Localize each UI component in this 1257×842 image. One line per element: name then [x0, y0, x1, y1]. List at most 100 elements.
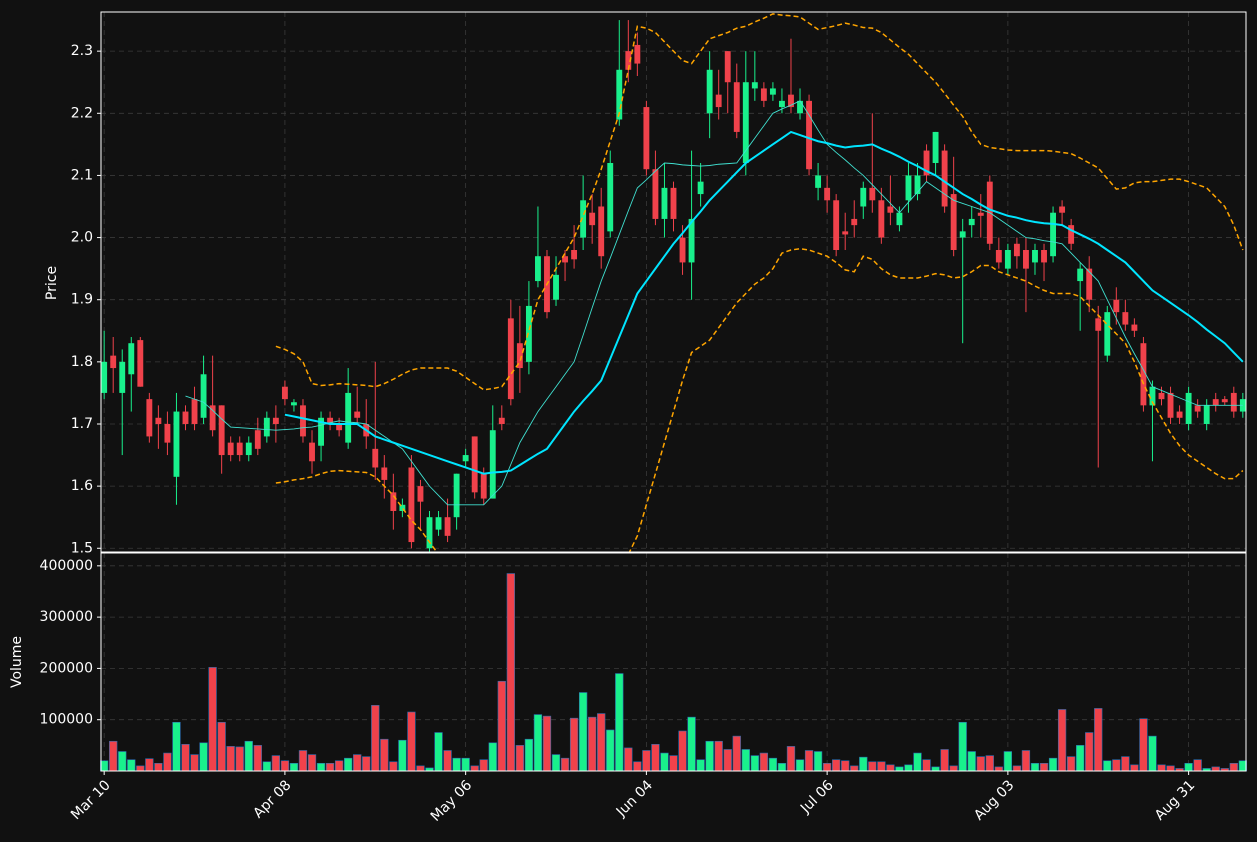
volume-bar — [949, 765, 958, 772]
volume-bar — [226, 746, 235, 772]
volume-bar — [145, 758, 154, 772]
y-tick-label: 1.9 — [71, 292, 93, 308]
candle-body — [272, 417, 279, 424]
candle-body — [155, 417, 162, 424]
candle-body — [254, 430, 261, 449]
volume-bar — [353, 754, 362, 772]
volume-bar — [994, 766, 1003, 772]
candle-body — [715, 94, 722, 108]
volume-bar — [569, 717, 579, 772]
volume-bar — [985, 755, 994, 772]
candle-body — [851, 218, 858, 226]
volume-bar — [1157, 764, 1166, 772]
volume-frame — [100, 552, 1247, 772]
volume-bar — [578, 692, 588, 772]
candle-body — [1203, 405, 1210, 424]
candle-body — [896, 212, 903, 226]
candle-body — [1023, 249, 1029, 269]
volume-bar — [371, 705, 380, 772]
candle-body — [1122, 312, 1129, 325]
volume-bar — [1166, 765, 1175, 772]
volume-bar — [669, 755, 678, 772]
candle-body — [661, 187, 668, 219]
volume-bar — [235, 746, 244, 772]
volume-bar — [931, 766, 940, 772]
candle-body — [1140, 343, 1147, 406]
volume-bar — [696, 759, 705, 772]
volume-bar — [470, 765, 479, 772]
volume-bar — [714, 740, 723, 772]
candle-body — [399, 504, 406, 511]
candle-body — [191, 399, 198, 424]
volume-bar — [443, 750, 452, 772]
indicator-line — [185, 100, 1243, 506]
candle-body — [670, 187, 677, 219]
candle-body — [706, 69, 713, 114]
candle-body — [679, 237, 686, 263]
candle-body — [923, 150, 930, 176]
volume-tick-label: 300000 — [40, 609, 93, 625]
volume-bar — [660, 752, 669, 772]
candle-body — [860, 187, 867, 207]
volume-bar — [533, 714, 543, 772]
y-tick-label: 2.3 — [71, 43, 93, 59]
volume-bar — [642, 750, 651, 772]
candle-body — [110, 355, 117, 369]
candle-body — [1194, 405, 1201, 412]
candle-body — [182, 411, 189, 424]
volume-bar — [1103, 760, 1112, 772]
volume-bar — [895, 766, 904, 772]
candle-body — [263, 417, 270, 437]
candle-body — [345, 392, 352, 443]
indicator-line — [275, 247, 1244, 552]
candle-body — [372, 448, 379, 468]
volume-bar — [398, 739, 407, 772]
volume-axis-label: Volume — [9, 636, 25, 688]
volume-bar — [1039, 763, 1049, 772]
candle-body — [1149, 386, 1156, 406]
candle-body — [769, 88, 776, 95]
volume-bar — [190, 754, 199, 772]
volume-bar — [822, 763, 832, 772]
candle-body — [932, 131, 939, 164]
candle-body — [137, 340, 144, 387]
volume-bar — [217, 721, 226, 772]
candle-body — [426, 517, 433, 549]
indicator-line — [275, 13, 1244, 391]
volume-bar — [280, 760, 290, 772]
volume-bar — [434, 732, 443, 772]
candle-body — [580, 200, 587, 238]
price-panel — [101, 20, 1246, 552]
candle-body — [1032, 249, 1038, 263]
volume-bar — [416, 765, 425, 772]
volume-bar — [633, 761, 642, 772]
volume-bar — [136, 765, 145, 772]
volume-bar — [705, 740, 714, 772]
candle-body — [480, 473, 487, 499]
y-tick-label: 1.5 — [71, 540, 93, 556]
volume-bar — [786, 746, 796, 772]
candle-body — [498, 417, 505, 424]
candle-body — [318, 417, 324, 446]
volume-bar — [362, 756, 371, 772]
volume-bar — [1148, 735, 1157, 772]
volume-bar — [868, 761, 877, 772]
y-tick-label: 1.6 — [71, 478, 93, 494]
candle-body — [553, 274, 559, 300]
candle-body — [905, 175, 912, 201]
candle-body — [733, 82, 740, 132]
candle-body — [977, 212, 984, 216]
volume-bar — [542, 715, 552, 772]
volume-bar — [886, 764, 895, 772]
candle-body — [1086, 268, 1093, 300]
volume-bar — [1057, 709, 1067, 772]
candle-body — [878, 200, 885, 238]
volume-bar — [759, 752, 769, 772]
candle-body — [1059, 206, 1066, 213]
volume-bar — [1112, 759, 1121, 772]
volume-bar — [750, 755, 759, 772]
candle-body — [1176, 411, 1183, 418]
candle-body — [435, 517, 442, 530]
candle-body — [1077, 268, 1084, 282]
